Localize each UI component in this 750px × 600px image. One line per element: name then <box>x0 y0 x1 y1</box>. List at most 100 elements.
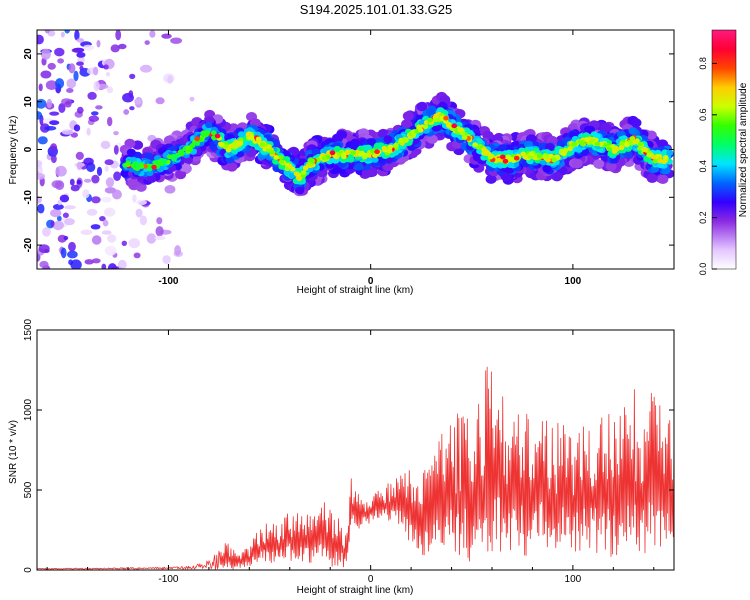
heatmap-ridge-blob <box>381 145 388 151</box>
heatmap-noise-blob <box>104 165 109 172</box>
y-tick-label: -20 <box>23 237 34 252</box>
heatmap-ridge-blob <box>161 158 168 164</box>
heatmap-ridge-blob <box>210 130 217 136</box>
heatmap-noise-blob <box>156 217 163 225</box>
heatmap-ridge-blob <box>646 173 658 183</box>
heatmap-ridge-blob <box>542 165 552 173</box>
heatmap-noise-blob <box>103 207 116 217</box>
heatmap-noise-blob <box>128 90 134 98</box>
heatmap-ridge-blob <box>259 142 266 147</box>
snr-plot-area <box>37 330 674 570</box>
heatmap-noise-blob <box>155 97 165 105</box>
heatmap-noise-blob <box>54 47 65 57</box>
heatmap-noise-blob <box>61 129 74 135</box>
heatmap-noise-blob <box>42 227 51 237</box>
y-tick-label: -10 <box>23 190 34 205</box>
heatmap-noise-blob <box>69 178 75 186</box>
heatmap-noise-blob <box>91 196 101 204</box>
heatmap-noise-blob <box>167 75 173 84</box>
heatmap-ridge-blob <box>497 144 507 152</box>
spectrogram-y-ticks: -20 -10 0 10 20 <box>23 48 674 252</box>
heatmap-ridge-blob <box>371 156 379 163</box>
heatmap-ridge-blob <box>134 164 141 169</box>
heatmap-noise-blob <box>154 235 166 241</box>
heatmap-noise-blob <box>162 255 171 265</box>
heatmap-noise-blob <box>60 31 65 38</box>
heatmap-ridge-blob <box>561 151 567 157</box>
spectrogram-x-ticks: -100 0 100 <box>158 30 582 287</box>
heatmap-noise-blob <box>96 166 103 176</box>
heatmap-ridge-blob <box>551 172 563 182</box>
heatmap-noise-blob <box>56 215 62 222</box>
snr-x-ticks: -100 0 100 <box>46 330 655 585</box>
heatmap-ridge-blob <box>551 157 557 163</box>
heatmap-noise-blob <box>52 220 64 231</box>
spectrogram-y-axis-label: Frequency (Hz) <box>8 116 19 185</box>
heatmap-ridge-blob <box>401 137 407 143</box>
heatmap-ridge-blob <box>401 119 413 129</box>
heatmap-ridge-blob <box>416 101 428 112</box>
heatmap-ridge-blob <box>332 133 343 143</box>
heatmap-ridge-blob <box>520 151 526 157</box>
heatmap-ridge-blob <box>443 115 449 121</box>
y-tick-label: 500 <box>23 481 34 498</box>
heatmap-noise-blob <box>103 64 109 70</box>
colorbar-label: Normalized spectral amplitude <box>738 82 749 217</box>
heatmap-ridge-blob <box>341 154 347 160</box>
heatmap-ridge-blob <box>657 174 669 184</box>
heatmap-ridge-blob <box>214 133 221 139</box>
heatmap-noise-blob <box>95 105 103 110</box>
snr-x-axis-label: Height of straight line (km) <box>297 585 414 596</box>
heatmap-ridge-blob <box>483 151 490 157</box>
heatmap-noise-blob <box>113 171 121 181</box>
heatmap-noise-blob <box>84 178 92 183</box>
heatmap-ridge-blob <box>374 149 380 155</box>
heatmap-ridge-blob <box>554 154 561 160</box>
heatmap-ridge-blob <box>496 157 503 163</box>
heatmap-noise-blob <box>47 62 56 70</box>
x-tick-label: -100 <box>158 574 178 585</box>
heatmap-noise-blob <box>149 30 156 38</box>
heatmap-ridge-blob <box>624 142 630 147</box>
heatmap-ridge-blob <box>223 144 229 150</box>
heatmap-noise-blob <box>38 83 43 92</box>
heatmap-noise-blob <box>91 174 100 184</box>
heatmap-ridge-blob <box>426 134 438 144</box>
heatmap-ridge-blob <box>594 141 601 147</box>
heatmap-noise-blob <box>107 116 113 127</box>
heatmap-noise-blob <box>82 189 90 199</box>
heatmap-noise-blob <box>55 165 67 177</box>
heatmap-noise-blob <box>59 194 70 203</box>
heatmap-noise-blob <box>52 203 64 210</box>
heatmap-noise-blob <box>76 179 82 185</box>
heatmap-noise-blob <box>40 48 51 60</box>
heatmap-ridge-blob <box>545 157 551 163</box>
heatmap-ridge-blob <box>541 154 548 160</box>
heatmap-noise-blob <box>45 80 58 90</box>
heatmap-ridge-blob <box>426 108 435 116</box>
heatmap-ridge-blob <box>637 146 643 151</box>
heatmap-noise-blob <box>70 184 80 192</box>
figure-title: S194.2025.101.01.33.G25 <box>300 2 453 17</box>
heatmap-ridge-blob <box>433 113 440 119</box>
heatmap-noise-blob <box>46 98 53 109</box>
heatmap-ridge-blob <box>154 161 160 167</box>
heatmap-ridge-blob <box>120 169 130 178</box>
x-tick-label: -100 <box>158 276 178 287</box>
heatmap-noise-blob <box>51 154 57 164</box>
heatmap-ridge-blob <box>571 158 583 169</box>
heatmap-noise-blob <box>74 30 80 41</box>
heatmap-ridge-blob <box>383 135 393 143</box>
heatmap-ridge-blob <box>287 163 293 169</box>
heatmap-ridge-blob <box>417 127 424 133</box>
heatmap-noise-blob <box>64 30 70 34</box>
heatmap-noise-blob <box>140 64 152 73</box>
heatmap-noise-blob <box>50 209 62 218</box>
heatmap-noise-blob <box>76 161 83 171</box>
heatmap-noise-blob <box>101 196 112 203</box>
heatmap-noise-blob <box>146 233 157 244</box>
heatmap-ridge-blob <box>237 140 244 146</box>
heatmap-noise-blob <box>129 106 135 111</box>
heatmap-ridge-blob <box>329 150 336 156</box>
heatmap-noise-blob <box>67 250 78 259</box>
